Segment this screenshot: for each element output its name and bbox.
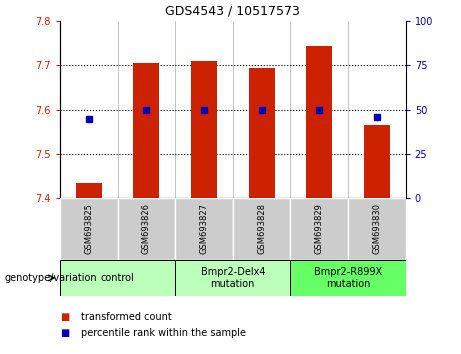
Text: control: control (100, 273, 135, 283)
Bar (133, 63, 160, 198)
Text: GSM693827: GSM693827 (200, 203, 208, 254)
Bar (60, 260, 175, 296)
Bar (348, 198, 406, 260)
Bar (306, 46, 332, 198)
Text: ■: ■ (60, 329, 69, 338)
Text: ■: ■ (60, 312, 69, 322)
Bar (118, 198, 175, 260)
Text: Bmpr2-Delx4
mutation: Bmpr2-Delx4 mutation (201, 267, 265, 289)
Bar (290, 260, 406, 296)
Text: GSM693825: GSM693825 (84, 203, 93, 254)
Text: GSM693826: GSM693826 (142, 203, 151, 254)
Bar (76, 183, 102, 198)
Text: percentile rank within the sample: percentile rank within the sample (81, 329, 246, 338)
Bar (175, 198, 233, 260)
Bar (60, 198, 118, 260)
Text: GSM693828: GSM693828 (257, 203, 266, 254)
Bar (364, 125, 390, 198)
Bar (233, 198, 290, 260)
Title: GDS4543 / 10517573: GDS4543 / 10517573 (165, 4, 300, 17)
Bar (248, 68, 275, 198)
Bar (175, 260, 290, 296)
Text: GSM693829: GSM693829 (315, 203, 324, 254)
Bar (191, 61, 217, 198)
Text: GSM693830: GSM693830 (372, 203, 381, 254)
Text: genotype/variation: genotype/variation (5, 273, 97, 283)
Text: Bmpr2-R899X
mutation: Bmpr2-R899X mutation (314, 267, 382, 289)
Bar (290, 198, 348, 260)
Text: transformed count: transformed count (81, 312, 171, 322)
